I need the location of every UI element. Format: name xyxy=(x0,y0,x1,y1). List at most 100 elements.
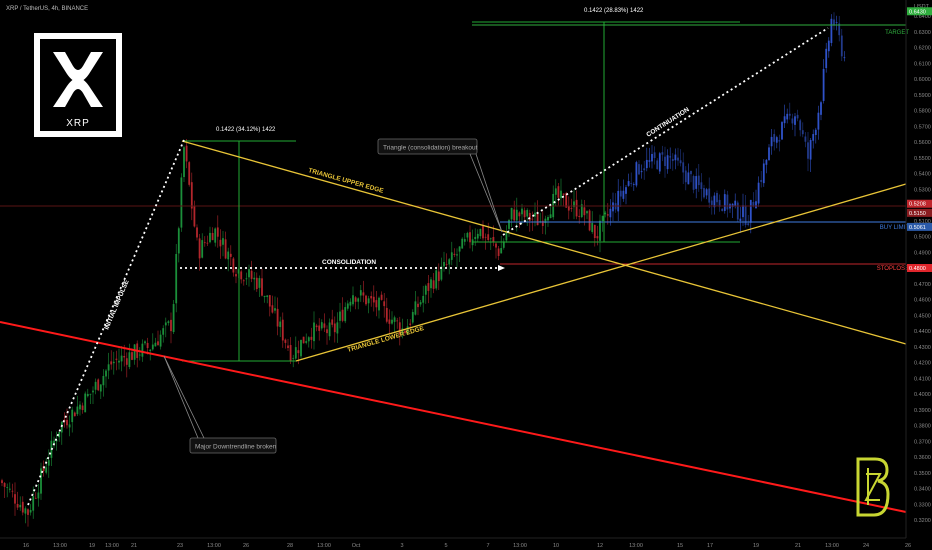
candle-body xyxy=(435,270,438,289)
candle-body xyxy=(765,159,768,165)
candle-body xyxy=(786,113,789,120)
candle-body xyxy=(284,339,287,343)
candle-body xyxy=(183,147,185,178)
x-tick-label: 28 xyxy=(287,543,293,549)
xrp-logo-text: XRP xyxy=(66,118,90,129)
candle-body xyxy=(450,252,453,260)
candle-body xyxy=(791,118,794,124)
candle-body xyxy=(518,212,521,217)
x-tick-label: 21 xyxy=(131,543,137,549)
candle-body xyxy=(396,320,399,322)
candle-body xyxy=(209,232,211,243)
candle-body xyxy=(89,393,92,395)
candle-body xyxy=(578,215,581,217)
candle-body xyxy=(255,277,258,290)
candle-body xyxy=(141,343,144,357)
candle-body xyxy=(721,208,724,212)
candle-body xyxy=(827,40,830,52)
y-tick-label: 0.5700 xyxy=(914,124,931,130)
candle-body xyxy=(240,271,243,280)
candle-body xyxy=(146,342,149,349)
candle-body xyxy=(679,160,682,164)
price-badges: 0.6430 0.5208 0.5150 0.5061 0.4800 xyxy=(907,7,932,272)
price-axis[interactable]: USDT 0.6400 0.6300 0.6200 0.6100 0.6000 0.590… xyxy=(905,0,932,538)
candle-body xyxy=(781,122,783,140)
candle-body xyxy=(627,181,630,186)
price-badge xyxy=(907,208,932,217)
candle-body xyxy=(37,492,40,499)
candle-body xyxy=(463,239,466,242)
candle-body xyxy=(79,404,81,410)
candle-body xyxy=(666,155,669,170)
measure-right-label: 0.1422 (28.83%) 1422 xyxy=(584,8,644,14)
candle-body xyxy=(68,424,71,428)
candle-body xyxy=(289,345,292,361)
candle-body xyxy=(331,319,334,325)
candle-body xyxy=(492,236,495,242)
candle-body xyxy=(677,157,679,161)
candle-body xyxy=(840,35,843,57)
candle-body xyxy=(497,248,500,256)
candle-body xyxy=(768,147,770,161)
candle-body xyxy=(599,220,601,241)
y-tick-label: 0.4100 xyxy=(914,376,931,382)
consolidation-label: CONSOLIDATION xyxy=(322,259,376,266)
downtrend-callout: Major Downtrendline broken xyxy=(163,355,277,454)
candle-body xyxy=(86,393,89,397)
candle-body xyxy=(76,406,79,415)
candle-body xyxy=(586,211,588,214)
y-tick-label: 0.4500 xyxy=(914,313,931,319)
candle-body xyxy=(274,308,276,311)
candle-body xyxy=(682,162,685,173)
candle-body xyxy=(710,200,713,205)
candle-body xyxy=(417,303,419,308)
candle-body xyxy=(313,322,315,342)
candle-body xyxy=(302,336,305,344)
candle-body xyxy=(648,160,651,162)
candle-body xyxy=(110,361,113,365)
candle-body xyxy=(739,218,742,221)
major-downtrend-line xyxy=(0,321,907,513)
candle-body xyxy=(773,134,776,142)
candle-body xyxy=(570,208,573,209)
y-tick-label: 0.6000 xyxy=(914,77,931,83)
candle-body xyxy=(437,271,440,282)
candle-body xyxy=(528,212,531,221)
stoploss-label: STOPLOSS xyxy=(877,266,909,272)
candle-body xyxy=(544,218,547,224)
candle-body xyxy=(406,326,409,335)
candle-body xyxy=(466,232,469,238)
y-tick-label: 0.3500 xyxy=(914,471,931,477)
candle-body xyxy=(443,261,445,267)
candle-body xyxy=(534,212,536,217)
candle-body xyxy=(474,236,477,240)
candle-body xyxy=(695,176,698,189)
candle-body xyxy=(383,301,386,307)
candle-body xyxy=(339,311,341,321)
candle-body xyxy=(515,209,518,221)
candle-body xyxy=(583,207,586,216)
y-tick-label: 0.5600 xyxy=(914,140,931,146)
candle-body xyxy=(11,490,14,492)
candle-body xyxy=(341,309,344,321)
candle-body xyxy=(354,297,357,302)
candle-body xyxy=(430,279,432,289)
candle-body xyxy=(250,270,253,279)
candle-body xyxy=(266,295,269,298)
breakout-callout: Triangle (consolidation) breakout xyxy=(377,138,503,233)
candle-body xyxy=(352,295,354,305)
candle-body xyxy=(224,239,227,259)
candle-body xyxy=(573,201,575,208)
price-badge-label: 0.6430 xyxy=(909,9,926,15)
candle-body xyxy=(703,188,705,198)
candle-body xyxy=(235,274,237,277)
candle-body xyxy=(3,483,6,487)
time-axis[interactable]: 16 13:00 19 13:00 21 23 13:00 26 28 13:00 Oct 3 5 7 13… xyxy=(0,537,911,549)
candle-body xyxy=(619,190,622,197)
candle-body xyxy=(315,325,318,328)
candle-body xyxy=(92,390,94,393)
horizontal-guides xyxy=(0,205,906,265)
candle-body xyxy=(547,217,549,221)
candle-body xyxy=(713,195,716,208)
